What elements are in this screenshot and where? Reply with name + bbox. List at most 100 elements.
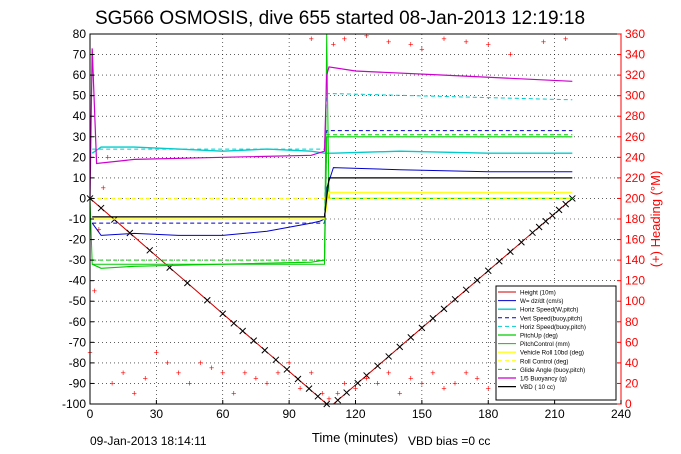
y-axis-ticks: -100-90-80-70-60-50-40-30-20-10010203040…	[62, 27, 94, 411]
series-line-6	[89, 33, 573, 265]
y-tick-label: -50	[69, 294, 87, 308]
x-tick-label: 120	[345, 407, 365, 421]
height-marker	[354, 379, 362, 387]
heading-point: +	[463, 37, 468, 47]
y2-tick-label: 200	[625, 191, 645, 205]
legend-label: Roll Control (deg)	[520, 358, 569, 365]
height-marker	[542, 217, 550, 225]
x-tick-label: 180	[478, 407, 498, 421]
heading-point: +	[364, 31, 369, 41]
heading-point: +	[353, 384, 358, 394]
height-marker	[314, 392, 322, 400]
x-tick-label: 210	[545, 407, 565, 421]
y-tick-label: 0	[79, 191, 86, 205]
height-marker	[334, 396, 342, 404]
heading-point: +	[109, 378, 114, 388]
heading-point: +	[386, 368, 391, 378]
legend-box	[495, 285, 617, 401]
y-tick-label: 10	[73, 171, 87, 185]
heading-point: +	[563, 34, 568, 44]
heading-point: +	[463, 368, 468, 378]
y2-tick-label: 320	[625, 68, 645, 82]
y-tick-label: 40	[73, 109, 87, 123]
y2-axis-ticks: 0 20 40 60 80 100 120 140 160 180 200 220 240 260 280 3…	[617, 27, 645, 411]
heading-point: +	[475, 373, 480, 383]
y2-tick-label: 340	[625, 48, 645, 62]
x-tick-label: 30	[150, 407, 164, 421]
y-tick-label: 20	[73, 150, 87, 164]
y2-tick-label: 280	[625, 109, 645, 123]
height-marker	[495, 257, 503, 265]
y2-tick-label: 20	[625, 376, 639, 390]
y-tick-label: -100	[62, 397, 86, 411]
legend-label: Height (10m)	[520, 290, 556, 297]
heading-point: +	[326, 394, 331, 404]
footer-timestamp: 09-Jan-2013 18:14:11	[90, 434, 207, 448]
height-marker	[396, 343, 404, 351]
y-tick-label: 50	[73, 89, 87, 103]
heading-point: +	[96, 224, 101, 234]
series-layer: + + + + + + + + + + + + + + + + + + + + + + + + + + + + + + + + + + + + + + + +…	[86, 31, 576, 408]
height-marker	[429, 314, 437, 322]
legend-label: PitchUp (deg)	[520, 333, 558, 340]
heading-point: +	[541, 37, 546, 47]
chart-title: SG566 OSMOSIS, dive 655 started 08-Jan-2…	[95, 8, 585, 29]
y2-axis-label: (+) Heading (°M)	[648, 171, 663, 268]
series-line-11	[92, 177, 573, 218]
y2-tick-label: 220	[625, 171, 645, 185]
heading-point: +	[508, 50, 513, 60]
series-line-5	[91, 136, 573, 269]
y2-tick-label: 360	[625, 27, 645, 41]
heading-point: +	[386, 37, 391, 47]
y2-tick-label: 140	[625, 253, 645, 267]
series-line-10	[89, 48, 573, 199]
heading-point: +	[264, 378, 269, 388]
height-marker	[555, 206, 563, 214]
heading-point: +	[253, 373, 258, 383]
heading-point: +	[92, 286, 97, 296]
height-marker	[305, 385, 313, 392]
height-marker	[250, 337, 258, 344]
heading-point: +	[298, 384, 303, 394]
heading-point: +	[309, 34, 314, 44]
height-marker	[568, 195, 576, 202]
height-marker	[219, 310, 227, 318]
height-marker	[385, 353, 393, 360]
y-tick-label: -10	[69, 212, 87, 226]
heading-point: +	[154, 348, 159, 358]
x-tick-label: 150	[412, 407, 432, 421]
height-marker	[343, 389, 351, 396]
series-line-9	[92, 134, 573, 261]
heading-point: +	[486, 384, 491, 394]
height-marker	[230, 319, 238, 327]
height-marker	[462, 286, 470, 294]
heading-point: +	[309, 368, 314, 378]
height-marker	[484, 267, 492, 275]
y2-tick-label: 40	[625, 356, 639, 370]
height-marker	[535, 223, 543, 231]
heading-point: +	[132, 389, 137, 399]
heading-point: +	[176, 368, 181, 378]
heading-point: +	[209, 363, 214, 373]
heading-point: +	[441, 384, 446, 394]
heading-point: +	[220, 368, 225, 378]
y2-tick-label: 180	[625, 212, 645, 226]
height-marker	[261, 346, 269, 354]
y2-tick-label: 260	[625, 130, 645, 144]
series-line-2	[91, 146, 573, 154]
legend-label: Vert Speed(buoy,pitch)	[520, 315, 582, 322]
y2-tick-label: 0	[625, 397, 632, 411]
footer-vbd-bias: VBD bias =0 cc	[408, 434, 490, 448]
heading-point: +	[441, 34, 446, 44]
x-tick-label: 0	[87, 407, 94, 421]
height-marker	[473, 276, 481, 284]
heading-point: +	[121, 368, 126, 378]
height-marker	[562, 200, 570, 208]
x-axis-ticks: 0 30 60 90 120 150 180 210 240	[87, 400, 631, 421]
height-marker	[272, 356, 280, 364]
heading-point: +	[419, 44, 424, 54]
heading-point: +	[198, 358, 203, 368]
heading-point: +	[275, 368, 280, 378]
legend-label: PitchControl (mm)	[520, 341, 570, 348]
height-marker	[126, 229, 134, 237]
